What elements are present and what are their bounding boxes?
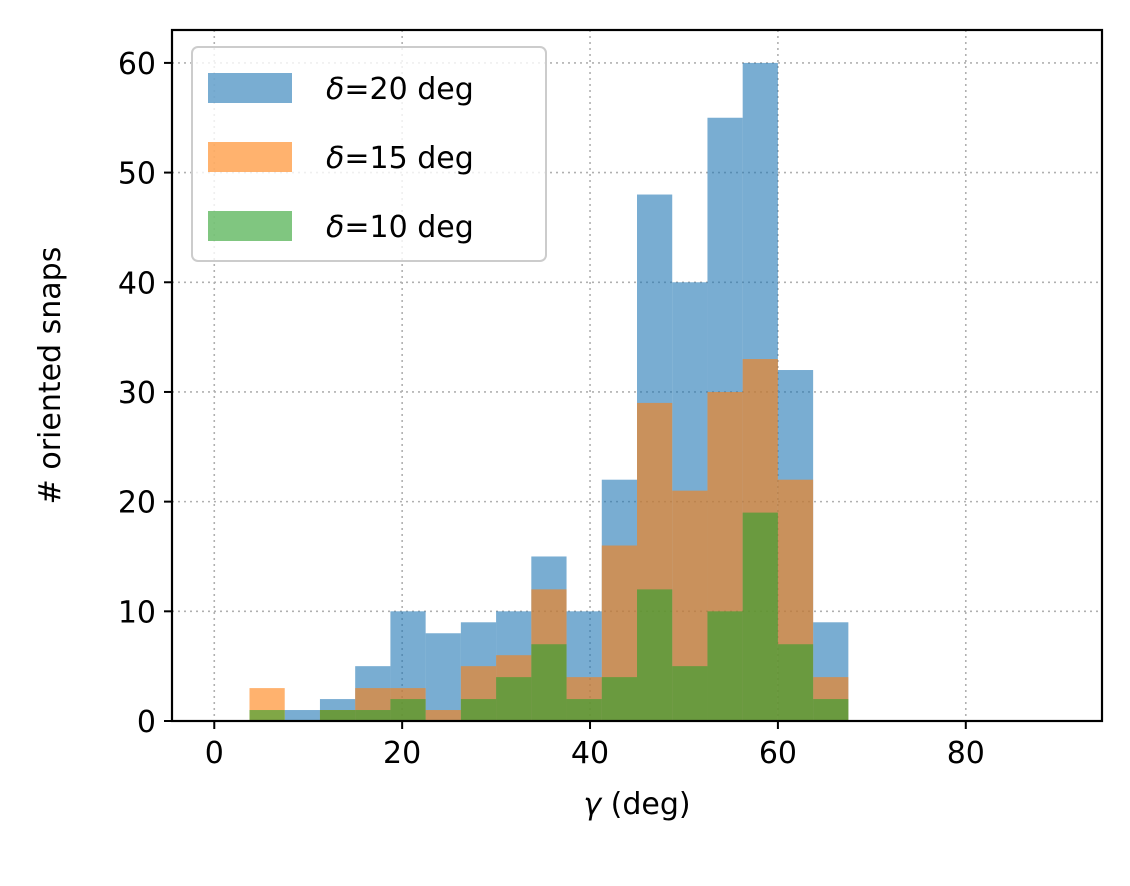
legend-entry-label: δ=20 deg: [326, 72, 474, 107]
histogram-bar: [813, 699, 849, 721]
histogram-bar: [425, 710, 461, 721]
axis-ticks: 0 20 40 60 80 0 10 20 30 40 50 60: [118, 47, 985, 771]
y-tick-label: 60: [118, 47, 156, 82]
histogram-bar: [601, 677, 637, 721]
x-tick-label: 80: [947, 736, 985, 771]
x-axis-label-symbol: γ: [583, 787, 603, 822]
legend-value: =15 deg: [344, 141, 473, 176]
x-tick-label: 20: [383, 736, 421, 771]
y-tick-label: 30: [118, 376, 156, 411]
x-tick-label: 0: [205, 736, 224, 771]
histogram-bar: [672, 666, 708, 721]
histogram-bar: [319, 710, 356, 721]
y-tick-label: 40: [118, 266, 156, 301]
histogram-bar: [390, 699, 426, 721]
plot-frame: [170, 28, 1104, 723]
y-tick-label: 0: [137, 705, 156, 740]
y-tick-label: 50: [118, 157, 156, 192]
histogram-bar: [249, 710, 285, 721]
legend-symbol: δ: [326, 141, 344, 176]
x-axis-label-unit: (deg): [611, 787, 691, 822]
histogram-bar: [496, 677, 532, 721]
series-2-bars: [249, 512, 849, 721]
legend-swatch: [208, 211, 292, 241]
histogram-bar: [355, 710, 391, 721]
legend-symbol: δ: [326, 72, 344, 107]
legend-value: =20 deg: [344, 72, 473, 107]
legend-swatch: [208, 73, 292, 103]
histogram-bars: [249, 62, 849, 721]
legend-entry-label: δ=15 deg: [326, 141, 474, 176]
x-tick-label: 60: [759, 736, 797, 771]
y-axis-label: # oriented snaps: [33, 247, 68, 505]
histogram-bar: [637, 589, 673, 721]
legend-symbol: δ: [326, 210, 344, 245]
histogram-bar: [425, 633, 461, 721]
histogram-bar: [284, 710, 320, 721]
legend-entry-label: δ=10 deg: [326, 210, 474, 245]
histogram-bar: [460, 699, 497, 721]
histogram-bar: [531, 644, 567, 721]
x-axis-label: γ (deg): [583, 787, 690, 822]
legend-swatch: [208, 142, 292, 172]
histogram-bar: [777, 644, 814, 721]
y-tick-label: 20: [118, 486, 156, 521]
legend-value: =10 deg: [344, 210, 473, 245]
histogram-bar: [742, 512, 778, 721]
y-tick-label: 10: [118, 595, 156, 630]
histogram-bar: [707, 611, 743, 721]
x-tick-label: 40: [571, 736, 609, 771]
histogram-bar: [566, 699, 602, 721]
